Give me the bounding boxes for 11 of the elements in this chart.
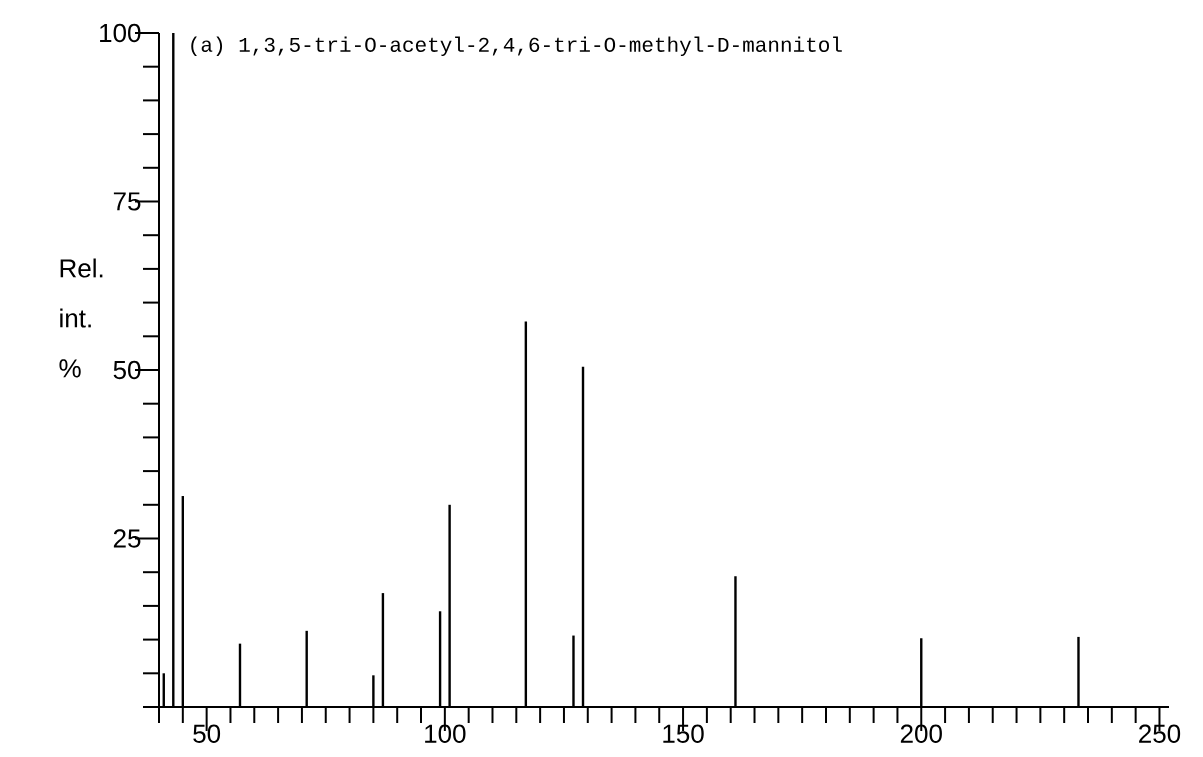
- x-tick-label: 100: [425, 724, 466, 743]
- text: Rel. int. %: [59, 258, 103, 378]
- y-tick-label: 100: [100, 23, 141, 43]
- x-tick-label: 150: [663, 724, 704, 743]
- y-tick-label: 50: [113, 360, 141, 380]
- y-tick-label: 75: [113, 192, 141, 211]
- x-tick-label: 50: [193, 724, 221, 743]
- y-tick-label: 25: [113, 529, 141, 548]
- x-tick-label: 200: [900, 724, 942, 743]
- chart-title: (a) 1,3,5-tri-O-acetyl-2,4,6-tri-O-methyl-D-mannitol: [191, 36, 842, 57]
- x-tick-label: 250: [1139, 724, 1181, 743]
